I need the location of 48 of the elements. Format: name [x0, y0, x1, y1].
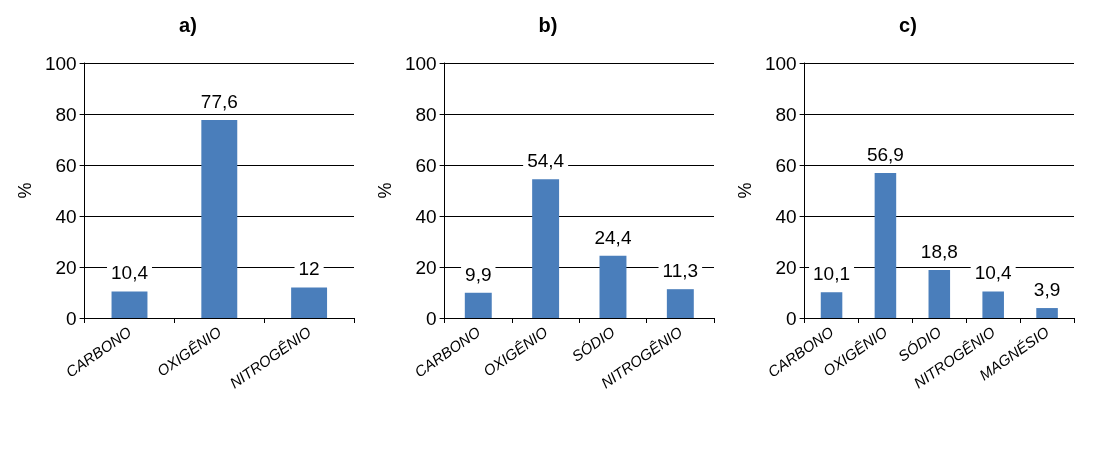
- data-label: 12: [298, 258, 320, 280]
- data-label: 3,9: [1033, 279, 1061, 301]
- data-label: 10,4: [111, 262, 149, 284]
- bar: [464, 292, 492, 318]
- y-tick-label: 40: [55, 205, 77, 227]
- y-tick-label: 40: [775, 205, 797, 227]
- bar: [599, 255, 627, 318]
- bar: [291, 287, 328, 318]
- chart-title: c): [899, 14, 917, 36]
- chart-title: b): [538, 14, 558, 36]
- chart-title: a): [179, 14, 197, 36]
- y-tick-label: 100: [764, 52, 797, 74]
- y-tick-label: 20: [55, 256, 77, 278]
- y-tick-label: 40: [415, 205, 437, 227]
- bar: [1036, 308, 1058, 318]
- y-axis-title: %: [375, 182, 395, 199]
- data-label: 10,1: [813, 263, 851, 285]
- data-label: 56,9: [866, 143, 904, 165]
- y-tick-label: 0: [66, 307, 77, 329]
- y-tick-label: 100: [44, 52, 77, 74]
- data-label: 18,8: [920, 241, 958, 263]
- bar: [928, 270, 951, 318]
- y-tick-label: 60: [55, 154, 77, 176]
- data-label: 10,4: [974, 262, 1013, 284]
- y-tick-label: 0: [426, 307, 437, 329]
- y-tick-label: 20: [415, 256, 437, 278]
- bar: [201, 120, 238, 318]
- data-label: 77,6: [200, 91, 238, 113]
- bar: [820, 292, 843, 318]
- y-tick-label: 20: [775, 256, 797, 278]
- y-axis-title: %: [15, 182, 35, 199]
- bar: [874, 172, 897, 318]
- y-tick-label: 80: [775, 103, 797, 125]
- y-tick-label: 60: [415, 154, 437, 176]
- data-label: 24,4: [594, 226, 632, 248]
- y-tick-label: 80: [415, 103, 437, 125]
- y-tick-label: 100: [404, 52, 437, 74]
- y-axis-title: %: [735, 182, 755, 199]
- bar: [982, 291, 1004, 318]
- data-label: 54,4: [527, 150, 565, 172]
- y-tick-label: 0: [786, 307, 797, 329]
- bar: [666, 289, 694, 318]
- y-tick-label: 80: [55, 103, 77, 125]
- data-label: 11,3: [662, 260, 699, 282]
- bar: [532, 179, 560, 318]
- data-label: 9,9: [465, 263, 492, 285]
- bar: [111, 291, 148, 318]
- y-tick-label: 60: [775, 154, 797, 176]
